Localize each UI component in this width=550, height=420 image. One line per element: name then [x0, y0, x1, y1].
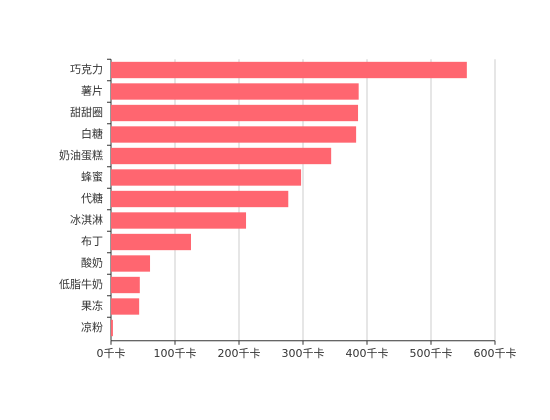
x-tick-label: 100千卡: [154, 347, 197, 360]
y-tick-label: 冰淇淋: [70, 214, 103, 227]
bar: [111, 319, 113, 337]
bar: [111, 212, 247, 229]
bar: [111, 147, 332, 165]
x-tick-label: 600千卡: [474, 347, 517, 360]
bar: [111, 276, 140, 294]
x-tick-label: 200千卡: [218, 347, 261, 360]
y-tick-label: 果冻: [81, 299, 103, 313]
bar: [111, 104, 359, 122]
y-tick-label: 白糖: [81, 127, 103, 141]
y-tick-label: 低脂牛奶: [59, 277, 103, 291]
bar: [111, 233, 191, 251]
y-tick-label: 代糖: [81, 191, 103, 205]
x-tick-label: 500千卡: [410, 347, 453, 360]
bar: [111, 169, 302, 186]
bar: [111, 83, 359, 100]
y-tick-label: 酸奶: [81, 256, 103, 270]
y-tick-label: 薯片: [81, 85, 103, 98]
y-tick-label: 布丁: [81, 235, 103, 248]
bar: [111, 126, 357, 143]
bar: [111, 298, 140, 315]
x-tick-label: 400千卡: [346, 347, 389, 360]
y-tick-label: 甜甜圈: [70, 106, 103, 119]
x-tick-label: 300千卡: [282, 347, 325, 360]
y-tick-label: 巧克力: [70, 63, 103, 76]
bar: [111, 190, 289, 208]
bar: [111, 61, 467, 79]
y-tick-label: 凉粉: [81, 320, 103, 334]
y-tick-label: 奶油蛋糕: [59, 148, 103, 162]
y-tick-label: 蜂蜜: [81, 170, 103, 184]
x-tick-label: 0千卡: [97, 347, 126, 360]
bar: [111, 255, 151, 272]
